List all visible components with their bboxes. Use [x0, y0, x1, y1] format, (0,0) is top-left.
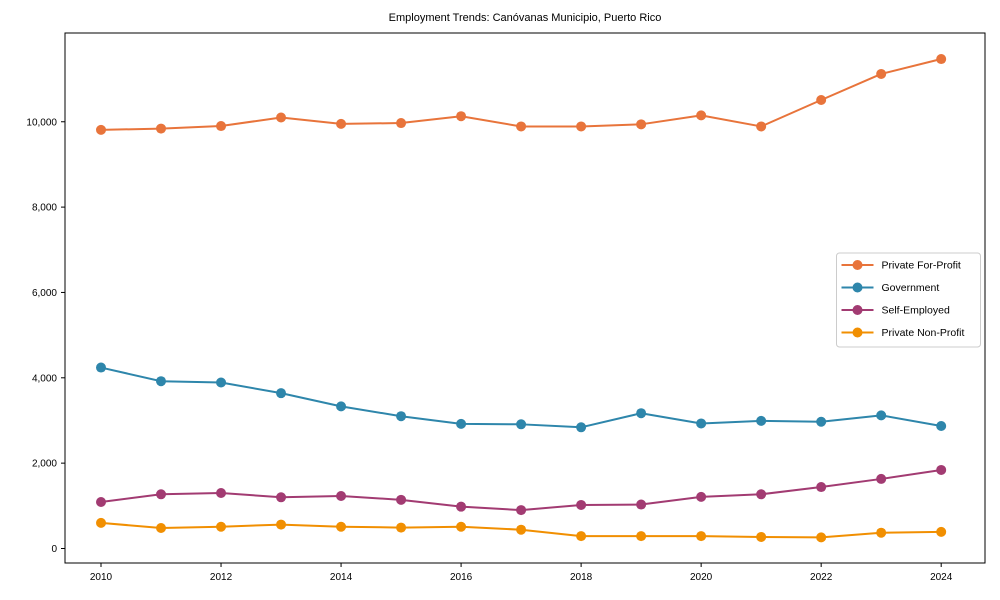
series-point-self-employed-2017 — [516, 505, 527, 516]
series-point-private-for-profit-2018 — [576, 121, 587, 132]
series-point-private-for-profit-2017 — [516, 121, 527, 132]
legend-marker-government-icon — [852, 282, 863, 293]
series-point-private-for-profit-2010 — [96, 124, 107, 135]
legend-label: Private Non-Profit — [882, 327, 965, 339]
x-tick-label: 2022 — [810, 572, 833, 583]
x-tick-label: 2010 — [90, 572, 113, 583]
series-point-private-for-profit-2016 — [456, 111, 467, 122]
series-point-government-2013 — [276, 388, 287, 399]
series-point-government-2017 — [516, 419, 527, 430]
series-point-government-2021 — [756, 415, 767, 426]
series-line-government — [100, 366, 943, 429]
series-point-private-non-profit-2020 — [696, 531, 707, 542]
series-point-self-employed-2012 — [216, 488, 227, 499]
series-point-private-non-profit-2018 — [576, 531, 587, 542]
series-point-private-non-profit-2012 — [216, 521, 227, 532]
series-point-private-for-profit-2015 — [396, 118, 407, 129]
series-point-private-non-profit-2013 — [276, 519, 287, 530]
series-point-government-2019 — [636, 408, 647, 419]
x-tick-label: 2012 — [210, 572, 233, 583]
series-point-private-for-profit-2019 — [636, 119, 647, 130]
series-point-private-for-profit-2012 — [216, 121, 227, 132]
y-tick-label: 4,000 — [32, 373, 57, 384]
series-point-self-employed-2018 — [576, 499, 587, 510]
y-tick-label: 10,000 — [26, 117, 57, 128]
series-point-private-for-profit-2021 — [756, 121, 767, 132]
series-point-government-2024 — [936, 421, 947, 432]
series-point-self-employed-2013 — [276, 492, 287, 503]
series-point-government-2012 — [216, 377, 227, 388]
series-point-government-2010 — [96, 362, 107, 373]
series-point-self-employed-2021 — [756, 489, 767, 500]
plot-area — [64, 32, 986, 564]
legend: Private For-Profit Government Self-Employe… — [836, 252, 981, 348]
series-point-private-non-profit-2017 — [516, 524, 527, 535]
legend-marker-private-for-profit-icon — [852, 260, 863, 270]
y-tick-label: 8,000 — [32, 203, 57, 214]
legend-label: Government — [882, 282, 940, 294]
series-point-private-non-profit-2010 — [96, 517, 107, 528]
x-tick-label: 2014 — [330, 572, 353, 583]
legend-marker-private-non-profit-icon — [852, 327, 863, 338]
series-point-self-employed-2023 — [876, 473, 887, 484]
series-point-private-for-profit-2014 — [336, 118, 347, 129]
chart-title: Employment Trends: Canóvanas Municipio, … — [389, 12, 662, 24]
y-tick-label: 0 — [51, 544, 57, 555]
legend-item-self-employed: Self-Employed — [841, 305, 950, 317]
legend-item-government: Government — [841, 282, 940, 294]
series-point-government-2016 — [456, 418, 467, 429]
series-point-private-for-profit-2011 — [156, 123, 167, 134]
x-tick-label: 2024 — [930, 572, 953, 583]
series-point-private-non-profit-2011 — [156, 523, 167, 534]
series-point-private-for-profit-2023 — [876, 68, 887, 79]
series-point-private-non-profit-2015 — [396, 522, 407, 533]
legend-box — [836, 252, 981, 348]
series-point-private-non-profit-2024 — [936, 526, 947, 537]
series-point-self-employed-2011 — [156, 489, 167, 500]
series-line-self-employed — [100, 468, 943, 512]
series-point-government-2018 — [576, 422, 587, 433]
series-point-self-employed-2022 — [816, 482, 827, 493]
series-point-private-non-profit-2021 — [756, 531, 767, 542]
series-point-self-employed-2014 — [336, 491, 347, 502]
series-point-private-for-profit-2024 — [936, 54, 947, 65]
y-tick-label: 2,000 — [32, 459, 57, 470]
series-point-private-for-profit-2020 — [696, 110, 707, 121]
x-tick-label: 2018 — [570, 572, 593, 583]
series-point-government-2011 — [156, 376, 167, 387]
legend-item-private-for-profit: Private For-Profit — [841, 260, 961, 272]
series-point-private-non-profit-2016 — [456, 521, 467, 532]
series-point-government-2014 — [336, 401, 347, 412]
series-line-private-for-profit — [100, 58, 943, 131]
series-point-private-non-profit-2022 — [816, 532, 827, 543]
series-point-government-2015 — [396, 411, 407, 422]
series-point-self-employed-2024 — [936, 464, 947, 475]
series-point-self-employed-2015 — [396, 494, 407, 505]
series-point-private-non-profit-2014 — [336, 521, 347, 532]
legend-label: Self-Employed — [882, 305, 950, 317]
legend-label: Private For-Profit — [882, 260, 961, 272]
legend-item-private-non-profit: Private Non-Profit — [841, 327, 965, 339]
x-tick-label: 2020 — [690, 572, 713, 583]
series-point-government-2023 — [876, 410, 887, 421]
series-point-self-employed-2016 — [456, 501, 467, 512]
series-point-private-non-profit-2019 — [636, 531, 647, 542]
series-point-private-for-profit-2013 — [276, 112, 287, 123]
series-point-government-2022 — [816, 416, 827, 427]
legend-marker-self-employed-icon — [852, 305, 863, 315]
series-point-private-for-profit-2022 — [816, 94, 827, 105]
series-point-private-non-profit-2023 — [876, 527, 887, 538]
x-tick-label: 2016 — [450, 572, 473, 583]
series-point-self-employed-2019 — [636, 499, 647, 510]
y-tick-label: 6,000 — [32, 288, 57, 299]
series-point-self-employed-2010 — [96, 496, 107, 507]
series-point-self-employed-2020 — [696, 491, 707, 502]
series-point-government-2020 — [696, 418, 707, 429]
